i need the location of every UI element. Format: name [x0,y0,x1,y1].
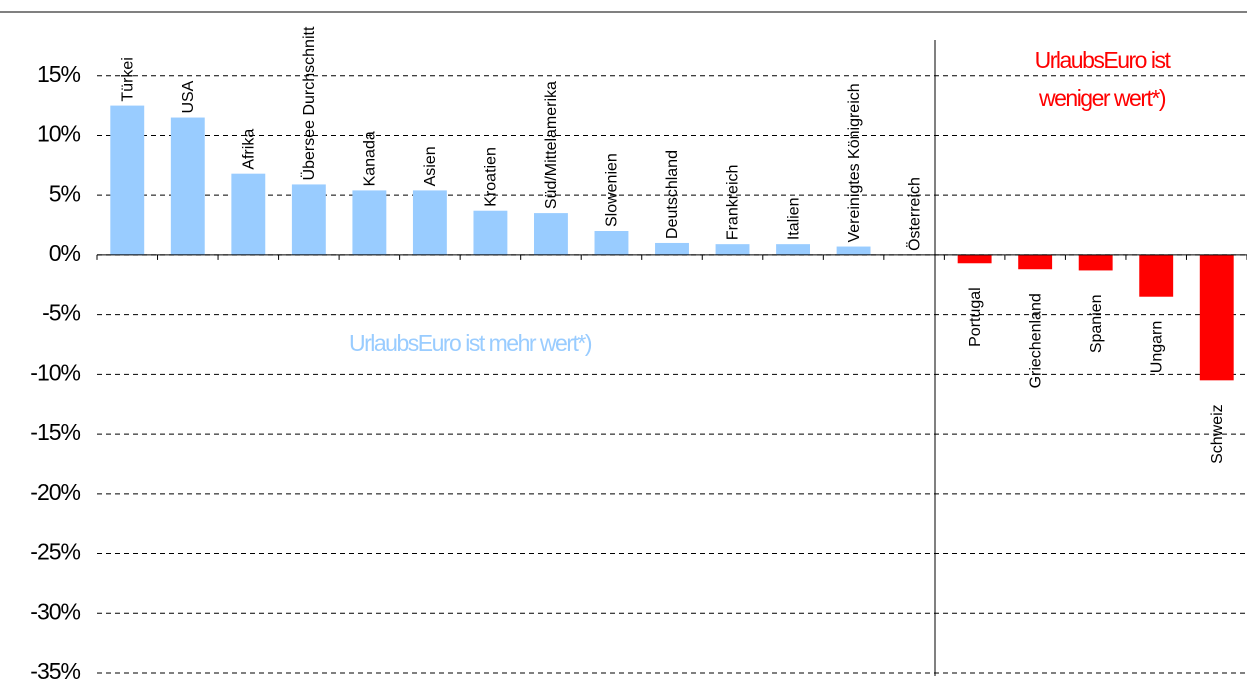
category-label: Schweiz [1209,404,1226,464]
y-tick-label: 15% [37,61,81,87]
category-label: Übersee Durchschnitt [300,26,318,180]
bar [715,244,750,255]
category-label: Kroatien [483,147,500,207]
category-label: Türkei [119,57,136,101]
category-label: Italien [785,197,802,240]
bar [170,117,205,255]
bar [957,254,992,264]
category-label: Österreich [905,177,923,251]
category-label: USA [180,80,197,113]
y-tick-label: -15% [30,419,80,445]
annotation: UrlaubsEuro ist mehr wert*) [349,330,592,356]
category-label: Griechenland [1027,293,1044,388]
bar [110,105,145,255]
category-label: Ungarn [1148,321,1165,373]
bar [1199,254,1234,381]
y-tick-label: 0% [49,240,81,266]
category-label: Kanada [362,131,379,186]
bar [352,190,387,255]
category-label: Vereinigtes Königreich [846,83,863,242]
bar [473,210,508,255]
y-tick-label: -10% [30,359,80,385]
y-tick-label: -35% [30,658,80,682]
bar [534,213,568,255]
bar [412,190,447,255]
bar [836,246,871,255]
annotation: UrlaubsEuro ist [1035,47,1172,73]
category-label: Süd/Mittelamerika [543,81,560,209]
bar [1139,254,1174,297]
category-label: Spanien [1088,294,1105,353]
bar [1078,254,1113,271]
bar [776,244,810,255]
y-tick-label: -25% [30,539,80,565]
bar [1018,254,1053,270]
bar [655,242,689,255]
bar [594,231,629,255]
bar [231,173,266,255]
annotation: weniger wert*) [1038,85,1166,111]
category-label: Slowenien [604,153,621,227]
y-tick-label: 5% [49,180,81,206]
category-label: Frankreich [725,165,742,241]
category-label: Afrika [241,129,258,170]
category-label: Portugal [967,287,984,347]
y-tick-label: -5% [42,300,80,326]
y-tick-label: -30% [30,598,80,624]
category-label: Asien [422,146,439,186]
y-tick-label: -20% [30,479,80,505]
y-tick-label: 10% [37,121,81,147]
bar [291,184,326,255]
category-label: Deutschland [664,150,681,239]
